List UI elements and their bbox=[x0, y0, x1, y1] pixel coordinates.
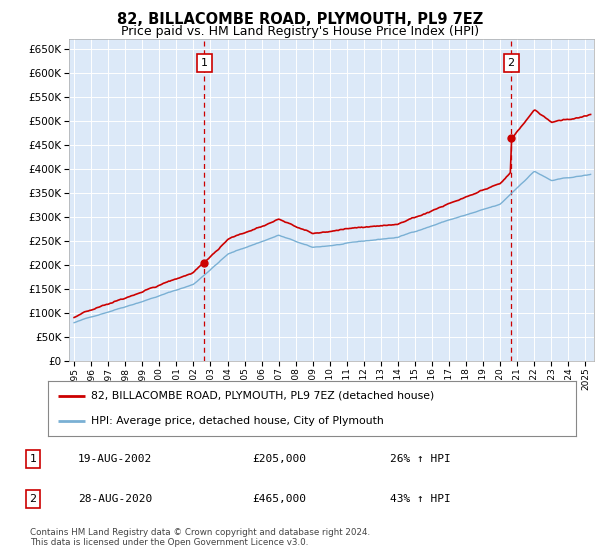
Text: 1: 1 bbox=[29, 454, 37, 464]
Text: Price paid vs. HM Land Registry's House Price Index (HPI): Price paid vs. HM Land Registry's House … bbox=[121, 25, 479, 38]
Text: 26% ↑ HPI: 26% ↑ HPI bbox=[390, 454, 451, 464]
Text: 2: 2 bbox=[29, 493, 37, 503]
Text: Contains HM Land Registry data © Crown copyright and database right 2024.
This d: Contains HM Land Registry data © Crown c… bbox=[30, 528, 370, 547]
Text: 19-AUG-2002: 19-AUG-2002 bbox=[78, 454, 152, 464]
Text: HPI: Average price, detached house, City of Plymouth: HPI: Average price, detached house, City… bbox=[91, 416, 384, 426]
Text: £465,000: £465,000 bbox=[252, 493, 306, 503]
Text: 2: 2 bbox=[508, 58, 515, 68]
Text: £205,000: £205,000 bbox=[252, 454, 306, 464]
Text: 28-AUG-2020: 28-AUG-2020 bbox=[78, 493, 152, 503]
Text: 82, BILLACOMBE ROAD, PLYMOUTH, PL9 7EZ (detached house): 82, BILLACOMBE ROAD, PLYMOUTH, PL9 7EZ (… bbox=[91, 391, 434, 400]
Text: 1: 1 bbox=[201, 58, 208, 68]
Text: 82, BILLACOMBE ROAD, PLYMOUTH, PL9 7EZ: 82, BILLACOMBE ROAD, PLYMOUTH, PL9 7EZ bbox=[117, 12, 483, 27]
Text: 43% ↑ HPI: 43% ↑ HPI bbox=[390, 493, 451, 503]
